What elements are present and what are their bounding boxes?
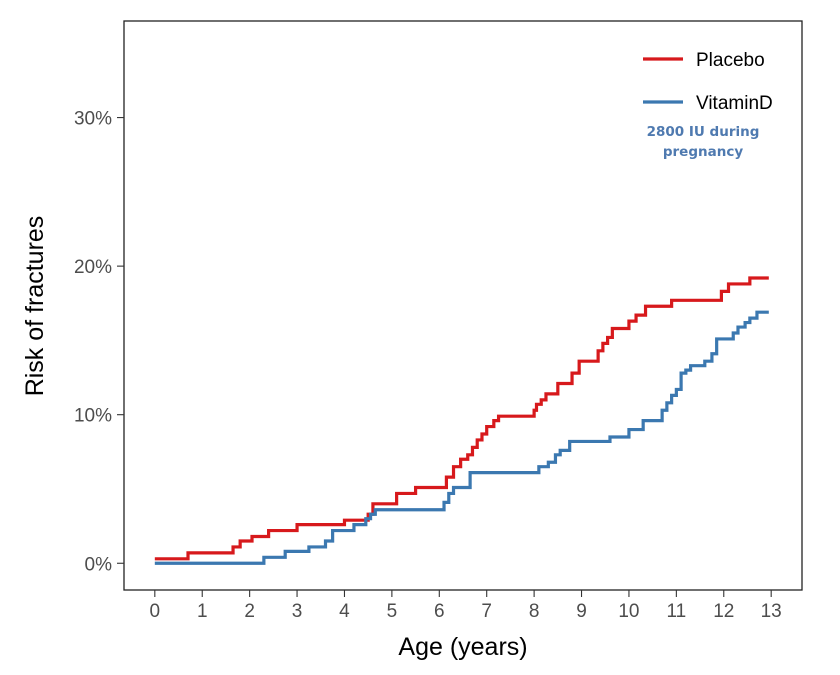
- y-axis-title: Risk of fractures: [21, 216, 49, 397]
- y-tick-label-20: 20%: [74, 257, 112, 278]
- x-axis: 0 1 2 3 4 5 6 7 8 9 10 11 12 13: [150, 590, 782, 622]
- legend: Placebo VitaminD: [643, 50, 773, 114]
- series-layer: [154, 276, 769, 565]
- y-tick-label-10: 10%: [74, 406, 112, 427]
- x-tick-label-9: 9: [576, 601, 587, 622]
- x-tick-label-2: 2: [244, 601, 255, 622]
- x-axis-title: Age (years): [398, 633, 527, 661]
- x-tick-label-4: 4: [339, 601, 350, 622]
- x-tick-label-7: 7: [481, 601, 492, 622]
- y-tick-label-0: 0%: [85, 554, 113, 575]
- y-axis: 0% 10% 20% 30%: [74, 109, 124, 575]
- x-tick-label-10: 10: [618, 601, 639, 622]
- y-tick-label-30: 30%: [74, 109, 112, 130]
- annotation-line-2: pregnancy: [663, 144, 743, 160]
- x-tick-label-0: 0: [150, 601, 161, 622]
- series-line-vitamind: [154, 310, 769, 565]
- x-tick-label-1: 1: [197, 601, 208, 622]
- x-tick-label-5: 5: [387, 601, 398, 622]
- series-line-placebo: [154, 276, 769, 561]
- x-tick-label-8: 8: [529, 601, 540, 622]
- x-tick-label-13: 13: [761, 601, 782, 622]
- annotation-line-1: 2800 IU during: [647, 124, 760, 140]
- legend-label-vitamind: VitaminD: [696, 93, 773, 114]
- legend-label-placebo: Placebo: [696, 50, 765, 71]
- x-tick-label-3: 3: [292, 601, 303, 622]
- plot-panel-border: [123, 20, 803, 591]
- x-tick-label-12: 12: [713, 601, 734, 622]
- x-tick-label-6: 6: [434, 601, 445, 622]
- x-tick-label-11: 11: [666, 601, 686, 622]
